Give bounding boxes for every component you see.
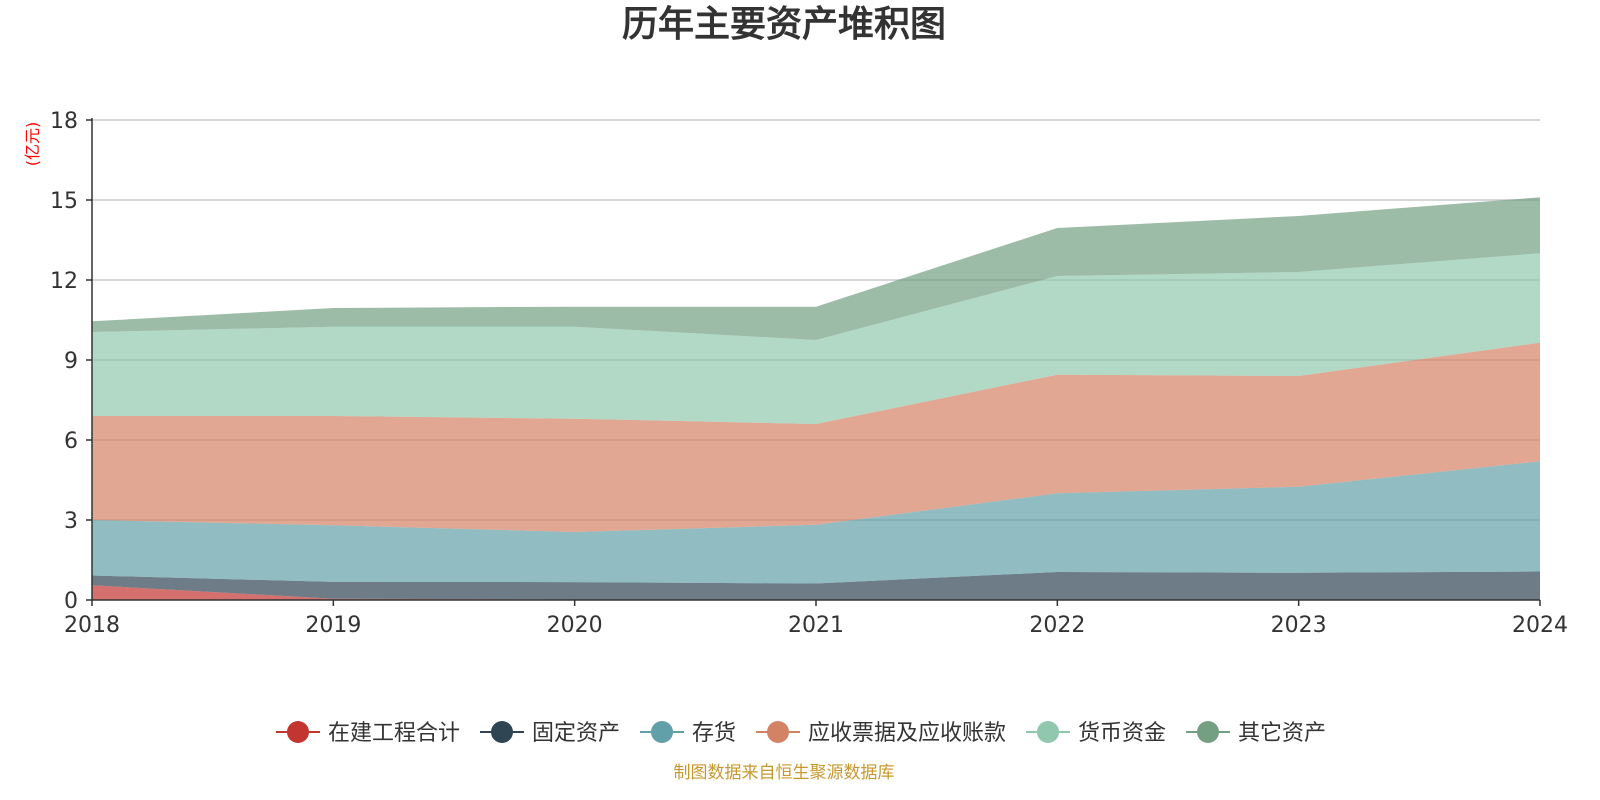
legend-marker [1197,721,1219,743]
x-tick-label: 2018 [64,613,120,638]
series-area [92,253,1540,424]
series-area [92,585,1540,600]
series-area [92,342,1540,532]
legend-marker [767,721,789,743]
legend-item-label: 货币资金 [1078,721,1166,746]
y-tick-label: 9 [64,349,78,374]
legend-item-label: 固定资产 [532,721,620,746]
x-tick-label: 2021 [788,613,844,638]
y-axis-unit: (亿元) [23,122,42,167]
legend-marker [491,721,513,743]
x-tick-label: 2020 [547,613,603,638]
series-area [92,571,1540,600]
y-tick-label: 18 [50,109,78,134]
y-tick-label: 15 [50,189,78,214]
legend-item-label: 在建工程合计 [328,721,460,746]
y-tick-label: 6 [64,429,78,454]
y-tick-label: 0 [64,589,78,614]
axes: 0 3 6 9 12 15 18 2018 2019 2020 2021 2022 2023 2024 [50,109,1568,638]
series-area [92,197,1540,340]
legend: 在建工程合计 固定资产 存货 应收票据及应收账款 货币资金 其它资产 [276,721,1326,746]
x-tick-label: 2019 [305,613,361,638]
y-tick-label: 12 [50,269,78,294]
legend-marker [1037,721,1059,743]
series-area [92,461,1540,584]
legend-marker [287,721,309,743]
x-tick-label: 2024 [1512,613,1568,638]
x-tick-label: 2023 [1271,613,1327,638]
legend-marker [651,721,673,743]
area-series [92,197,1540,600]
legend-item-label: 存货 [692,721,736,746]
y-tick-label: 3 [64,509,78,534]
x-tick-label: 2022 [1029,613,1085,638]
source-note: 制图数据来自恒生聚源数据库 [674,763,895,783]
legend-item-label: 其它资产 [1238,721,1326,746]
chart-title: 历年主要资产堆积图 [622,4,946,45]
legend-item-label: 应收票据及应收账款 [808,721,1006,746]
